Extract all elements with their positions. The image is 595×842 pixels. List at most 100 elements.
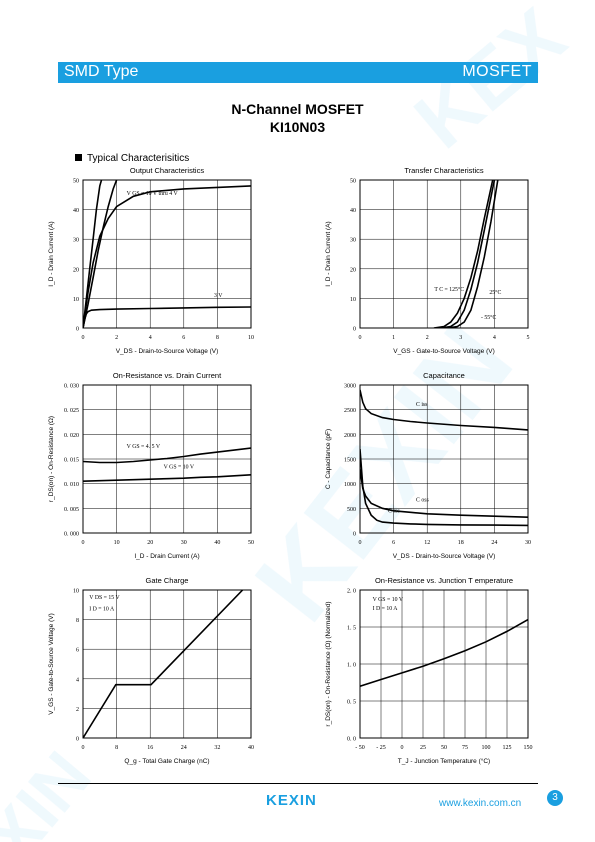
y-tick-label: 0. 010 bbox=[64, 482, 79, 488]
y-tick-label: 0. 005 bbox=[64, 507, 79, 513]
x-tick-label: 0 bbox=[82, 540, 85, 546]
chart-title: Capacitance bbox=[423, 371, 465, 380]
y-tick-label: 0. 025 bbox=[64, 408, 79, 414]
x-tick-label: 50 bbox=[248, 540, 254, 546]
section-heading-text: Typical Characterisitics bbox=[87, 153, 190, 164]
chart-title: Output Characteristics bbox=[130, 166, 204, 175]
part-number: KI10N03 bbox=[269, 119, 326, 135]
x-axis-label: I_D - Drain Current (A) bbox=[134, 553, 199, 560]
chart-output-characteristics: Output Characteristics 0 2 4 6 8 10 0 10 20 30 40 50… bbox=[48, 166, 254, 355]
x-tick-label: 0 bbox=[359, 540, 362, 546]
y-tick-label: 20 bbox=[350, 267, 356, 273]
x-tick-label: 20 bbox=[147, 540, 153, 546]
x-axis-label: Q_g - Total Gate Charge (nC) bbox=[124, 758, 209, 765]
plot-frame bbox=[82, 589, 252, 739]
series-line bbox=[440, 180, 496, 328]
y-tick-label: 6 bbox=[76, 648, 79, 654]
y-tick-label: 0 bbox=[353, 532, 356, 538]
y-tick-label: 4 bbox=[76, 677, 79, 683]
annotation-label: 25°C bbox=[489, 289, 501, 296]
y-axis-label: V_GS - Gate-to-Source Voltage (V) bbox=[48, 613, 55, 715]
chart-title: On-Resistance vs. Drain Current bbox=[113, 371, 222, 380]
annotation-label: 3 V bbox=[214, 293, 223, 299]
x-tick-label: 25 bbox=[420, 745, 426, 751]
y-tick-label: 0. 020 bbox=[64, 433, 79, 439]
square-bullet-icon bbox=[75, 154, 82, 161]
series-line bbox=[360, 618, 528, 687]
header-bar: SMD Type MOSFET bbox=[58, 62, 538, 83]
y-tick-label: 0. 000 bbox=[64, 532, 79, 538]
chart-on-resistance-vs-drain-current: On-Resistance vs. Drain Current 0 10 20 30 40… bbox=[48, 371, 254, 560]
series-line bbox=[83, 590, 244, 738]
annotation-label: C rss bbox=[388, 508, 401, 514]
y-axis-label: r_DS(on) - On-Resistance (Ω) (Normalized… bbox=[325, 601, 332, 726]
series-line bbox=[83, 474, 251, 482]
y-tick-label: 3000 bbox=[344, 384, 356, 390]
x-tick-label: 40 bbox=[248, 745, 254, 751]
x-tick-label: 4 bbox=[493, 335, 496, 341]
y-tick-label: 0. 030 bbox=[64, 384, 79, 390]
y-tick-label: 500 bbox=[347, 507, 356, 513]
x-tick-label: 30 bbox=[525, 540, 531, 546]
annotation-label: I D = 10 A bbox=[373, 606, 399, 612]
series-line bbox=[83, 447, 251, 464]
x-tick-label: 6 bbox=[392, 540, 395, 546]
annotation-label: V GS = 10 V bbox=[373, 597, 404, 603]
plot-frame bbox=[82, 179, 252, 329]
y-axis-label: I_D - Drain Current (A) bbox=[325, 221, 332, 286]
section-heading: Typical Characterisitics bbox=[75, 153, 189, 164]
x-tick-label: 150 bbox=[524, 745, 533, 751]
y-tick-label: 10 bbox=[73, 297, 79, 303]
y-axis-label: I_D - Drain Current (A) bbox=[48, 221, 55, 286]
x-tick-label: 16 bbox=[147, 745, 153, 751]
header-product-type: SMD Type bbox=[64, 63, 139, 80]
annotation-label: I D = 10 A bbox=[89, 607, 115, 613]
y-tick-label: 8 bbox=[76, 618, 79, 624]
y-tick-label: 2000 bbox=[344, 433, 356, 439]
y-tick-label: 0. 0 bbox=[347, 737, 356, 743]
x-tick-label: - 25 bbox=[376, 745, 386, 751]
x-tick-label: 0 bbox=[359, 335, 362, 341]
annotation-label: V DS = 15 V bbox=[89, 595, 120, 601]
y-tick-label: 1500 bbox=[344, 458, 356, 464]
chart-title: Transfer Characteristics bbox=[404, 166, 484, 175]
x-tick-label: 10 bbox=[114, 540, 120, 546]
y-tick-label: 50 bbox=[73, 179, 79, 185]
y-tick-label: 40 bbox=[350, 208, 356, 214]
series-line bbox=[433, 180, 494, 328]
y-tick-label: 2 bbox=[76, 707, 79, 713]
x-axis-label: T_J - Junction Temperature (°C) bbox=[398, 757, 490, 765]
y-tick-label: 0 bbox=[76, 737, 79, 743]
x-tick-label: 30 bbox=[181, 540, 187, 546]
y-tick-label: 0 bbox=[76, 327, 79, 333]
x-tick-label: 32 bbox=[214, 745, 220, 751]
y-tick-label: 1. 5 bbox=[347, 626, 356, 632]
x-tick-label: 0 bbox=[401, 745, 404, 751]
series-line bbox=[360, 389, 528, 431]
y-tick-label: 20 bbox=[73, 267, 79, 273]
annotation-label: T C = 125°C bbox=[434, 286, 464, 293]
y-tick-label: 1. 0 bbox=[347, 663, 356, 669]
y-tick-label: 40 bbox=[73, 208, 79, 214]
x-tick-label: 4 bbox=[149, 335, 152, 341]
plot-frame bbox=[359, 179, 529, 329]
chart-title: On-Resistance vs. Junction T emperature bbox=[375, 576, 513, 585]
footer-website-link[interactable]: www.kexin.com.cn bbox=[439, 798, 522, 809]
x-axis-label: V_GS - Gate-to-Source Voltage (V) bbox=[393, 348, 495, 355]
x-tick-label: - 50 bbox=[355, 745, 365, 751]
series-line bbox=[447, 180, 499, 328]
chart-title: Gate Charge bbox=[146, 576, 189, 585]
x-tick-label: 2 bbox=[426, 335, 429, 341]
annotation-label: V GS = 10 V bbox=[164, 464, 195, 470]
x-tick-label: 12 bbox=[424, 540, 430, 546]
y-axis-label: C - Capacitance (pF) bbox=[325, 429, 332, 489]
x-axis-label: V_DS - Drain-to-Source Voltage (V) bbox=[393, 553, 496, 560]
x-tick-label: 10 bbox=[248, 335, 254, 341]
y-tick-label: 30 bbox=[73, 238, 79, 244]
x-tick-label: 18 bbox=[458, 540, 464, 546]
y-tick-label: 2. 0 bbox=[347, 589, 356, 595]
series-line bbox=[360, 449, 528, 527]
x-tick-label: 5 bbox=[527, 335, 530, 341]
x-tick-label: 6 bbox=[182, 335, 185, 341]
series-line bbox=[360, 468, 528, 518]
